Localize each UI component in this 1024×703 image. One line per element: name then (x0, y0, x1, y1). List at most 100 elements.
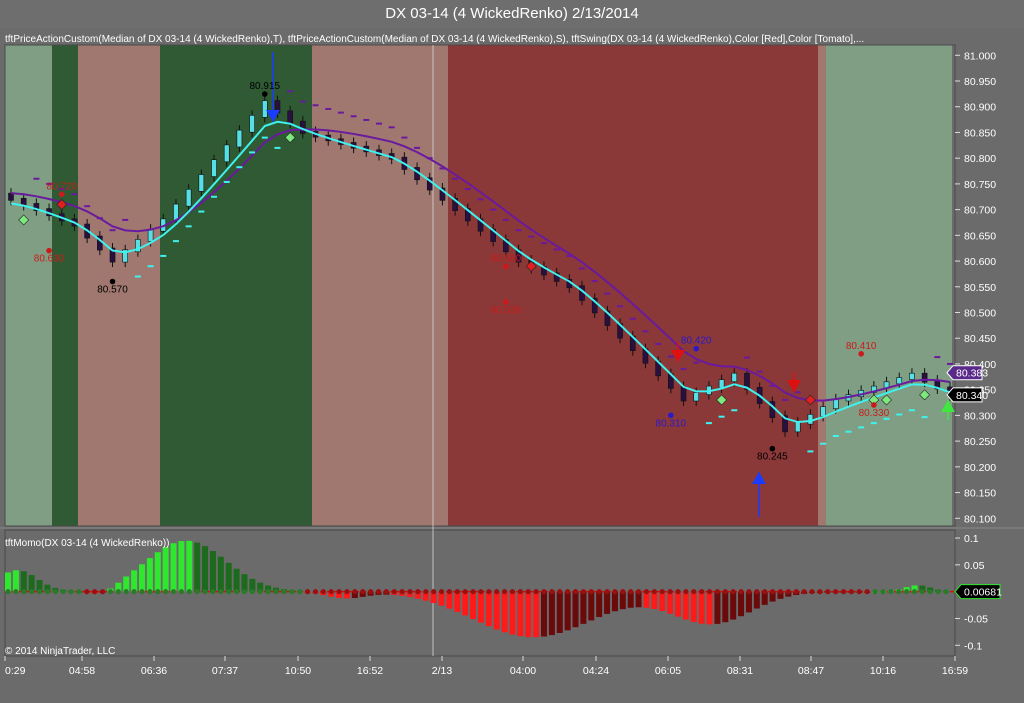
momentum-zero-dot (604, 589, 610, 595)
swing-dot (693, 345, 700, 352)
candle (896, 377, 903, 385)
momentum-bar (761, 591, 768, 605)
trend-zone-7 (826, 45, 952, 526)
momentum-zero-dot (848, 589, 855, 595)
momentum-bar (604, 591, 611, 614)
stop-dash (261, 136, 268, 139)
momentum-bar (225, 562, 232, 592)
momentum-bar (659, 591, 666, 612)
momentum-bar (548, 591, 555, 636)
momentum-bar (738, 591, 745, 617)
stop-dash (363, 118, 370, 121)
x-tick-label: 04:58 (69, 665, 95, 677)
momentum-bar (745, 591, 752, 613)
trend-line (10, 128, 951, 402)
momentum-zero-dot (304, 589, 311, 595)
momentum-zero-dot (651, 589, 657, 595)
price-tag-box (946, 365, 983, 381)
momentum-zero-dot (170, 589, 177, 595)
stop-dash (249, 151, 256, 154)
momentum-zero-dot (186, 589, 192, 595)
stop-dash (58, 188, 65, 191)
momentum-zero-dot (762, 589, 768, 595)
momentum-bar (911, 585, 918, 592)
momentum-zero-dot (557, 589, 563, 595)
momo-tick-label: -0.1 (964, 640, 982, 652)
momentum-zero-dot (281, 589, 287, 595)
momentum-bar (422, 591, 429, 601)
momentum-zero-dot (509, 589, 516, 595)
momentum-zero-dot (68, 589, 74, 595)
momentum-bar (336, 591, 343, 598)
stop-dash (96, 217, 103, 220)
signal-arrow-head (266, 110, 280, 122)
stop-dash (198, 210, 205, 213)
momentum-zero-dot (903, 589, 910, 595)
momentum-bar (919, 585, 926, 592)
stop-dash (350, 115, 357, 118)
price-chart[interactable]: 81.000 80.950 80.900 80.850 80.800 80.750 80.7… (0, 28, 1024, 703)
stop-dash (718, 415, 725, 418)
candle (211, 159, 217, 177)
candle (744, 372, 750, 390)
price-tick-label: 80.150 (964, 488, 996, 500)
momentum-bar (249, 578, 256, 592)
momentum-zero-dot (249, 589, 255, 595)
swing-diamond (881, 394, 892, 406)
stop-dash (794, 391, 801, 394)
momentum-bar (5, 572, 11, 592)
candle (782, 415, 788, 433)
candle (185, 189, 192, 207)
x-tick-label: 08:47 (798, 665, 824, 677)
trend-zone-4 (312, 45, 448, 526)
stop-dash (540, 242, 547, 245)
price-tick-label: 80.550 (964, 282, 996, 294)
momentum-zero-dot (202, 589, 208, 595)
candle (820, 406, 826, 417)
window-title: DX 03-14 (4 WickedRenko) 2/13/2014 (0, 0, 1024, 28)
trend-zone-5 (448, 45, 818, 526)
momentum-zero-dot (233, 589, 240, 595)
momentum-zero-dot (935, 589, 941, 595)
momentum-zero-dot (257, 589, 263, 595)
momentum-zero-dot (911, 589, 918, 595)
momentum-zero-dot (241, 589, 248, 595)
candle (109, 247, 116, 263)
stop-dash (693, 361, 700, 364)
price-tick-label: 80.450 (964, 333, 996, 345)
candle (553, 272, 560, 282)
stop-dash (655, 342, 662, 345)
stop-dash (896, 413, 903, 416)
swing-label: 80.570 (97, 284, 128, 295)
momentum-zero-dot (320, 589, 326, 595)
momentum-zero-dot (620, 589, 626, 595)
momentum-zero-dot (163, 589, 169, 595)
momentum-zero-dot (13, 589, 19, 595)
stop-dash (667, 355, 674, 358)
trend-zone-3 (160, 45, 312, 526)
momentum-zero-dot (431, 589, 437, 595)
swing-dot (261, 91, 268, 97)
candle (439, 187, 446, 201)
momentum-bar (115, 582, 122, 592)
stop-dash (756, 370, 763, 373)
stop-dash (147, 265, 154, 268)
swing-dot (503, 299, 509, 305)
swing-diamond (18, 214, 30, 226)
momentum-zero-dot (29, 589, 35, 595)
momentum-zero-dot (714, 589, 721, 595)
momentum-bar (477, 591, 484, 623)
stop-dash (845, 430, 852, 433)
swing-label: 80.245 (757, 452, 788, 463)
swing-dot (858, 351, 864, 357)
momo-tick-label: 0.05 (964, 560, 985, 572)
momentum-zero-dot (738, 589, 744, 595)
momentum-zero-dot (501, 589, 508, 595)
momentum-bar (438, 591, 445, 606)
x-tick-label: 16:59 (942, 665, 968, 677)
momentum-zero-dot (328, 589, 334, 595)
momentum-zero-dot (628, 589, 634, 595)
momentum-zero-dot (44, 589, 51, 595)
momentum-zero-dot (60, 589, 66, 595)
stop-dash (705, 422, 712, 425)
